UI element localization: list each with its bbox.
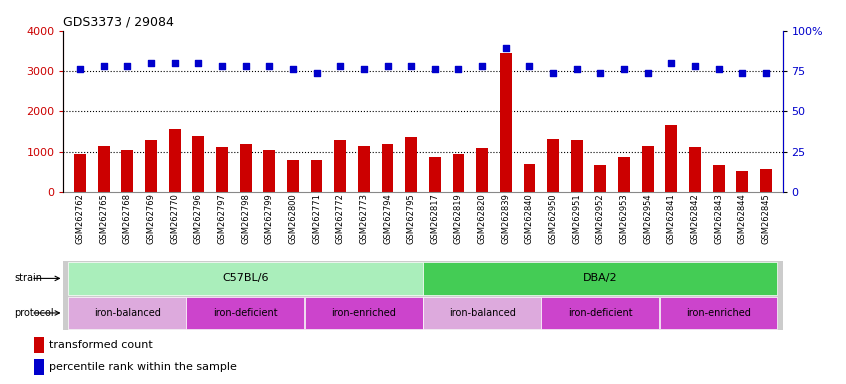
Point <box>215 63 228 69</box>
Point <box>333 63 347 69</box>
Bar <box>660 297 777 329</box>
Bar <box>192 136 204 192</box>
Bar <box>310 160 322 192</box>
Bar <box>34 337 44 353</box>
Bar <box>287 160 299 192</box>
Bar <box>429 157 441 192</box>
Bar <box>736 171 748 192</box>
Point <box>191 60 205 66</box>
Point <box>404 63 418 69</box>
Point <box>689 63 702 69</box>
Bar <box>571 139 583 192</box>
Point <box>168 60 181 66</box>
Text: iron-deficient: iron-deficient <box>213 308 277 318</box>
Point <box>665 60 678 66</box>
Point <box>428 66 442 73</box>
Bar <box>334 139 346 192</box>
Bar <box>186 297 305 329</box>
Bar <box>405 137 417 192</box>
Bar <box>382 144 393 192</box>
Bar <box>689 147 701 192</box>
Text: percentile rank within the sample: percentile rank within the sample <box>49 362 237 372</box>
Text: iron-deficient: iron-deficient <box>569 308 633 318</box>
Text: DBA/2: DBA/2 <box>583 273 618 283</box>
Point <box>475 63 489 69</box>
Text: protocol: protocol <box>14 308 54 318</box>
Point <box>641 70 655 76</box>
Point <box>120 63 134 69</box>
Point <box>357 66 371 73</box>
Point <box>523 63 536 69</box>
Bar <box>453 154 464 192</box>
Bar <box>305 297 422 329</box>
Text: C57BL/6: C57BL/6 <box>222 273 269 283</box>
Bar <box>34 359 44 375</box>
Point <box>144 60 157 66</box>
Bar <box>500 53 512 192</box>
Bar <box>69 262 422 295</box>
Bar <box>423 262 777 295</box>
Text: iron-balanced: iron-balanced <box>94 308 161 318</box>
Point <box>262 63 276 69</box>
Point <box>594 70 607 76</box>
Point <box>735 70 749 76</box>
Bar <box>423 297 541 329</box>
Point <box>239 63 252 69</box>
Bar <box>595 165 607 192</box>
Bar <box>74 154 86 192</box>
Bar <box>216 147 228 192</box>
Point <box>547 70 560 76</box>
Bar <box>263 150 275 192</box>
Text: strain: strain <box>14 273 42 283</box>
Bar <box>618 157 630 192</box>
Bar <box>98 146 110 192</box>
Bar <box>145 141 157 192</box>
Text: iron-enriched: iron-enriched <box>686 308 751 318</box>
Point <box>310 70 323 76</box>
Point <box>570 66 584 73</box>
Bar <box>122 150 133 192</box>
Bar <box>547 139 559 192</box>
Text: transformed count: transformed count <box>49 340 153 350</box>
Bar <box>541 297 659 329</box>
Point <box>759 70 772 76</box>
Bar <box>642 146 654 192</box>
Point <box>97 63 111 69</box>
Text: GDS3373 / 29084: GDS3373 / 29084 <box>63 15 174 28</box>
Bar <box>760 169 772 192</box>
Point <box>286 66 299 73</box>
Point <box>74 66 87 73</box>
Point <box>618 66 631 73</box>
Bar <box>69 297 186 329</box>
Point <box>499 45 513 51</box>
Point <box>712 66 726 73</box>
Bar <box>476 149 488 192</box>
Text: iron-balanced: iron-balanced <box>448 308 515 318</box>
Bar <box>168 129 180 192</box>
Bar <box>239 144 251 192</box>
Bar <box>666 125 678 192</box>
Text: iron-enriched: iron-enriched <box>332 308 396 318</box>
Bar <box>358 146 370 192</box>
Bar <box>524 164 536 192</box>
Point <box>381 63 394 69</box>
Point <box>452 66 465 73</box>
Bar <box>713 166 724 192</box>
